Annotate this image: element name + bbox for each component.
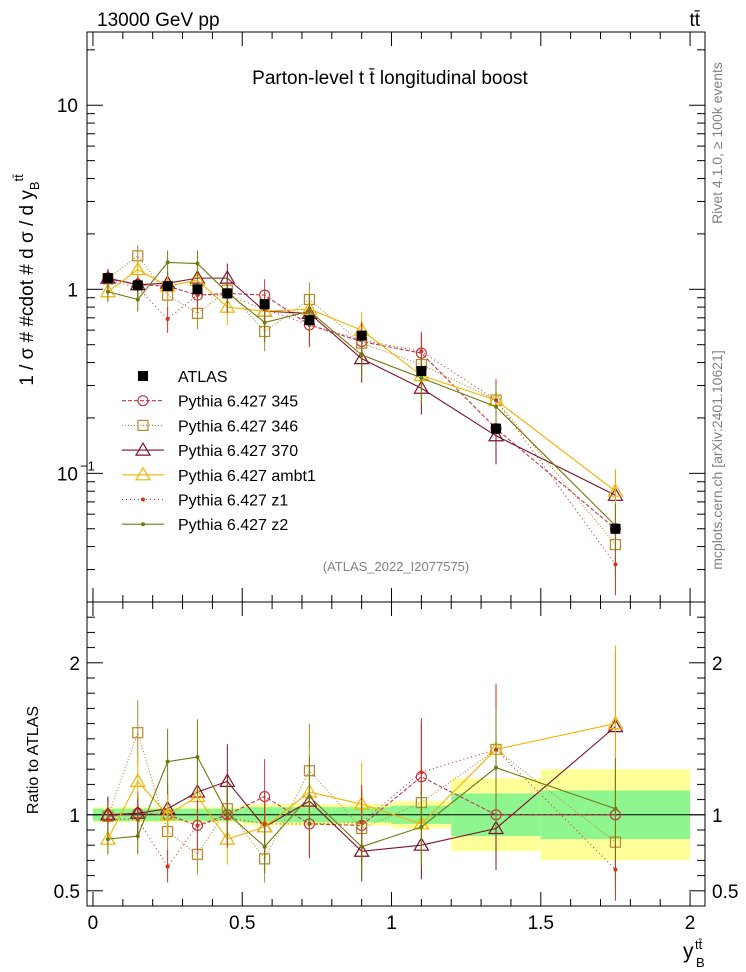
svg-text:y: y: [683, 940, 694, 963]
legend-label: Pythia 6.427 370: [178, 443, 298, 460]
y-tick-label: 10: [57, 96, 78, 117]
ratio-point: [132, 727, 144, 739]
atlas-point: [491, 423, 502, 434]
svg-text:1 / σ # #cdot # d σ / d yBtt̄: 1 / σ # #cdot # d σ / d yBtt̄: [11, 174, 42, 386]
ratio-point: [129, 773, 146, 787]
atlas-point: [356, 330, 367, 341]
data-point: [613, 562, 618, 567]
ratio-point: [105, 817, 110, 822]
ratio-y-tick-label: 0.5: [712, 882, 738, 903]
ratio-point: [195, 755, 200, 760]
legend-marker: [137, 419, 149, 431]
data-point: [129, 261, 146, 276]
rivet-label: Rivet 4.1.0, ≥ 100k events: [709, 62, 725, 224]
legend-label: Pythia 6.427 ambt1: [178, 468, 316, 485]
ratio-point: [225, 811, 230, 816]
legend-label: Pythia 6.427 346: [178, 418, 298, 435]
ratio-series-line: [107, 730, 616, 860]
ratio-point: [105, 837, 110, 842]
ratio-point: [419, 770, 424, 775]
ratio-point: [135, 834, 140, 839]
legend-marker: [141, 497, 145, 502]
y-tick-label: 10: [57, 464, 78, 485]
atlas-point: [192, 284, 203, 295]
legend-marker: [137, 395, 149, 407]
ratio-point: [607, 715, 624, 730]
ratio-point: [613, 806, 618, 811]
x-tick-label: 1.5: [528, 913, 554, 934]
main-y-axis-label: 1 / σ # #cdot # d σ / d yBtt̄: [11, 174, 42, 386]
ratio-y-tick-label: 0.5: [54, 882, 80, 903]
ratio-point: [613, 867, 618, 872]
series-line: [107, 277, 616, 496]
legend-marker: [134, 441, 152, 456]
legend-label: Pythia 6.427 z1: [178, 493, 288, 510]
svg-text:tt̄: tt̄: [695, 937, 703, 952]
atlas-point: [416, 365, 427, 376]
data-point: [195, 261, 200, 266]
ratio-point: [307, 794, 312, 799]
atlas-point: [259, 299, 270, 310]
analysis-id: (ATLAS_2022_I2077575): [323, 559, 469, 574]
ratio-y-tick-label: 1: [69, 806, 80, 827]
data-point: [307, 309, 312, 314]
svg-text:B: B: [696, 955, 705, 970]
legend-label: Pythia 6.427 345: [178, 394, 298, 411]
data-point: [105, 289, 110, 294]
x-tick-label: 1: [386, 913, 397, 934]
atlas-point: [132, 280, 143, 291]
x-tick-label: 0.5: [229, 913, 255, 934]
ratio-point: [419, 824, 424, 829]
legend-label: ATLAS: [178, 369, 228, 386]
atlas-reference: [102, 273, 621, 534]
data-point: [419, 349, 424, 354]
ratio-y-tick-label: 2: [712, 654, 723, 675]
ratio-point: [494, 765, 499, 770]
ratio-y-tick-label: 1: [712, 806, 723, 827]
ratio-y-tick-label: 2: [69, 654, 80, 675]
plot-title: Parton-level t t̄ longitudinal boost: [252, 68, 528, 89]
data-point: [165, 316, 170, 321]
data-point: [419, 375, 424, 380]
atlas-point: [304, 315, 315, 326]
data-point: [607, 482, 624, 497]
ratio-point: [359, 844, 364, 849]
ratio-point: [262, 844, 267, 849]
y-tick-label-exponent: −1: [80, 458, 95, 473]
atlas-point: [222, 288, 233, 299]
legend-label: Pythia 6.427 z2: [178, 517, 288, 534]
y-tick-label: 1: [67, 280, 78, 301]
legend-marker: [134, 466, 152, 481]
legend-marker: [138, 371, 148, 381]
data-point: [359, 352, 364, 357]
ratio-y-axis-label: Ratio to ATLAS: [25, 706, 42, 814]
ratio-point: [165, 864, 170, 869]
x-axis-label: y tt̄ B: [683, 937, 705, 970]
data-point: [494, 404, 499, 409]
data-point: [135, 297, 140, 302]
atlas-point: [162, 281, 173, 292]
mcplots-label: mcplots.cern.ch [arXiv:2401.10621]: [709, 350, 725, 569]
energy-label: 13000 GeV pp: [97, 10, 220, 31]
atlas-point: [102, 273, 113, 284]
ratio-point: [159, 806, 176, 821]
x-tick-label: 0: [88, 913, 99, 934]
x-tick-label: 2: [685, 913, 696, 934]
data-point: [262, 320, 267, 325]
process-label: tt̄: [689, 10, 700, 31]
legend-marker: [141, 522, 145, 527]
series-line: [107, 255, 616, 545]
ratio-point: [165, 759, 170, 764]
ratio-point: [195, 823, 200, 828]
data-point: [487, 427, 505, 442]
ratio-point: [487, 820, 505, 835]
data-point: [165, 260, 170, 265]
atlas-point: [610, 523, 621, 534]
